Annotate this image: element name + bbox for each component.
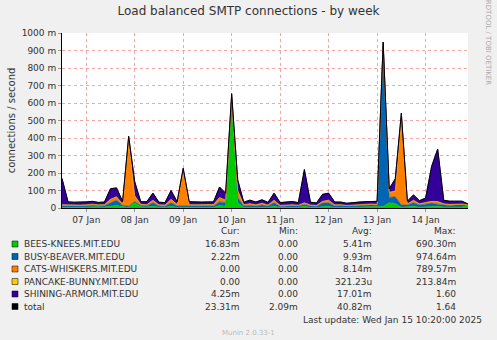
svg-text:690.30m: 690.30m	[416, 239, 456, 249]
svg-text:100 m: 100 m	[27, 186, 56, 196]
svg-text:RRDTOOL / TOBI OETIKER: RRDTOOL / TOBI OETIKER	[484, 0, 492, 85]
svg-text:400 m: 400 m	[27, 133, 56, 143]
svg-text:1.64: 1.64	[436, 302, 456, 312]
svg-text:0.00: 0.00	[278, 289, 298, 299]
svg-text:0.00: 0.00	[278, 264, 298, 274]
svg-text:900 m: 900 m	[27, 46, 56, 56]
svg-text:CATS-WHISKERS.MIT.EDU: CATS-WHISKERS.MIT.EDU	[24, 264, 137, 274]
svg-text:321.23u: 321.23u	[335, 277, 372, 287]
svg-text:09 Jan: 09 Jan	[169, 215, 197, 225]
svg-text:BEES-KNEES.MIT.EDU: BEES-KNEES.MIT.EDU	[24, 239, 120, 249]
svg-text:Munin 2.0.33-1: Munin 2.0.33-1	[222, 329, 275, 337]
svg-text:17.01m: 17.01m	[337, 289, 372, 299]
svg-text:16.83m: 16.83m	[205, 239, 240, 249]
svg-text:08 Jan: 08 Jan	[121, 215, 149, 225]
svg-text:213.84m: 213.84m	[416, 277, 456, 287]
svg-text:Max:: Max:	[434, 226, 456, 236]
svg-text:5.41m: 5.41m	[343, 239, 372, 249]
svg-text:0.00: 0.00	[278, 239, 298, 249]
svg-text:10 Jan: 10 Jan	[218, 215, 246, 225]
svg-text:300 m: 300 m	[27, 151, 56, 161]
svg-text:PANCAKE-BUNNY.MIT.EDU: PANCAKE-BUNNY.MIT.EDU	[24, 277, 138, 287]
svg-text:0: 0	[50, 203, 56, 213]
svg-text:9.93m: 9.93m	[343, 252, 372, 262]
svg-text:2.09m: 2.09m	[269, 302, 298, 312]
svg-text:500 m: 500 m	[27, 116, 56, 126]
svg-text:600 m: 600 m	[27, 98, 56, 108]
svg-text:12 Jan: 12 Jan	[315, 215, 343, 225]
svg-text:23.31m: 23.31m	[205, 302, 240, 312]
svg-text:Load balanced SMTP connections: Load balanced SMTP connections - by week	[117, 4, 379, 18]
svg-text:4.25m: 4.25m	[211, 289, 240, 299]
svg-text:Avg:: Avg:	[352, 226, 372, 236]
svg-text:1.60: 1.60	[436, 289, 456, 299]
svg-text:Last update: Wed Jan 15 10:20:: Last update: Wed Jan 15 10:20:00 2025	[303, 315, 482, 325]
svg-text:0.00: 0.00	[278, 277, 298, 287]
svg-text:SHINING-ARMOR.MIT.EDU: SHINING-ARMOR.MIT.EDU	[24, 289, 138, 299]
svg-text:700 m: 700 m	[27, 81, 56, 91]
svg-text:Min:: Min:	[279, 226, 298, 236]
svg-text:800 m: 800 m	[27, 63, 56, 73]
svg-text:connections / second: connections / second	[6, 68, 17, 174]
svg-text:11 Jan: 11 Jan	[266, 215, 294, 225]
svg-text:Cur:: Cur:	[221, 226, 240, 236]
svg-text:974.64m: 974.64m	[416, 252, 456, 262]
svg-text:2.22m: 2.22m	[211, 252, 240, 262]
svg-text:07 Jan: 07 Jan	[72, 215, 100, 225]
svg-text:1000 m: 1000 m	[22, 28, 57, 38]
svg-text:BUSY-BEAVER.MIT.EDU: BUSY-BEAVER.MIT.EDU	[24, 252, 125, 262]
svg-text:40.82m: 40.82m	[337, 302, 372, 312]
svg-text:200 m: 200 m	[27, 168, 56, 178]
svg-text:total: total	[24, 302, 45, 312]
svg-text:14 Jan: 14 Jan	[411, 215, 439, 225]
svg-text:13 Jan: 13 Jan	[363, 215, 391, 225]
svg-text:8.14m: 8.14m	[343, 264, 372, 274]
svg-text:0.00: 0.00	[278, 252, 298, 262]
svg-text:0.00: 0.00	[220, 277, 240, 287]
svg-text:789.57m: 789.57m	[416, 264, 456, 274]
svg-text:0.00: 0.00	[220, 264, 240, 274]
